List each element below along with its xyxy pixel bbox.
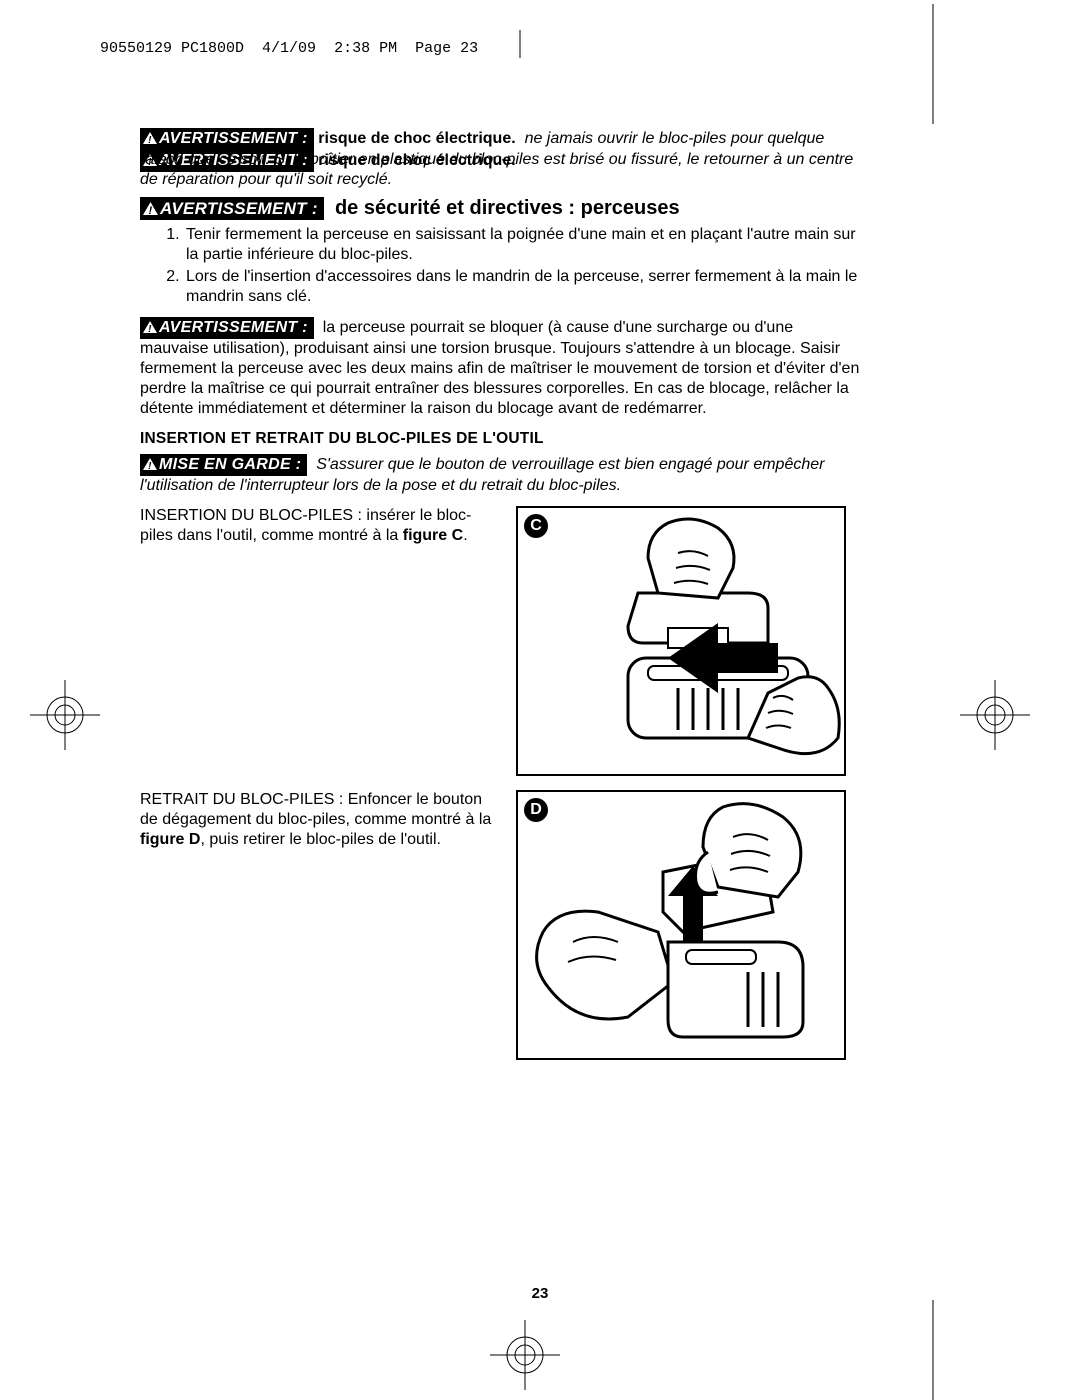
insert-text-b: figure C bbox=[403, 527, 463, 544]
avertissement-label-1: ! AVERTISSEMENT : bbox=[140, 128, 314, 150]
svg-text:!: ! bbox=[148, 135, 152, 144]
remove-text-b: figure D bbox=[140, 831, 200, 848]
avertissement-text: AVERTISSEMENT : bbox=[159, 130, 308, 147]
shock-bold-text: risque de choc électrique. bbox=[318, 130, 515, 147]
registration-mark-bottom bbox=[490, 1320, 560, 1390]
insertion-heading: INSERTION ET RETRAIT DU BLOC-PILES DE L'… bbox=[140, 429, 860, 448]
section-title-row: ! AVERTISSEMENT : de sécurité et directiv… bbox=[140, 196, 860, 221]
mise-en-garde-label: ! MISE EN GARDE : bbox=[140, 454, 307, 476]
list-item: Lors de l'insertion d'accessoires dans l… bbox=[184, 267, 860, 307]
warning-triangle-icon: ! bbox=[143, 321, 157, 333]
warning-triangle-icon: ! bbox=[143, 458, 157, 470]
safety-list: Tenir fermement la perceuse en saisissan… bbox=[140, 225, 860, 307]
figure-d-illustration bbox=[518, 792, 846, 1060]
section-title-text: de sécurité et directives : perceuses bbox=[335, 197, 680, 219]
doc-id: 90550129 PC1800D bbox=[100, 40, 244, 57]
svg-text:!: ! bbox=[148, 324, 152, 333]
figure-c-row: INSERTION DU BLOC-PILES : insérer le blo… bbox=[140, 506, 860, 776]
crop-mark-bottom-right bbox=[913, 1300, 953, 1400]
svg-text:!: ! bbox=[149, 205, 153, 215]
figure-d-row: RETRAIT DU BLOC-PILES : Enfoncer le bout… bbox=[140, 790, 860, 1060]
warning-shock-para: ! AVERTISSEMENT : risque de choc électriq… bbox=[140, 128, 860, 190]
crop-mark-top-right bbox=[913, 4, 953, 124]
insert-text: INSERTION DU BLOC-PILES : insérer le blo… bbox=[140, 506, 500, 776]
insert-text-c: . bbox=[463, 527, 467, 544]
figure-d-box: D bbox=[516, 790, 846, 1060]
avertissement-label-2: ! AVERTISSEMENT : bbox=[140, 197, 324, 220]
doc-page: Page 23 bbox=[415, 40, 478, 57]
avertissement-text: AVERTISSEMENT : bbox=[159, 319, 308, 336]
avertissement-text: AVERTISSEMENT : bbox=[160, 199, 318, 218]
remove-text-a: RETRAIT DU BLOC-PILES : Enfoncer le bout… bbox=[140, 791, 491, 828]
figure-c-illustration bbox=[518, 508, 846, 776]
page-content: !AVERTISSEMENT : risque de choc électriq… bbox=[140, 150, 860, 1060]
registration-mark-left bbox=[30, 680, 100, 750]
registration-mark-right bbox=[960, 680, 1030, 750]
list-item: Tenir fermement la perceuse en saisissan… bbox=[184, 225, 860, 265]
warning-block-para: !AVERTISSEMENT : la perceuse pourrait se… bbox=[140, 317, 860, 419]
caution-para: !MISE EN GARDE : S'assurer que le bouton… bbox=[140, 454, 860, 496]
figure-c-container: C bbox=[516, 506, 846, 776]
doc-time: 2:38 PM bbox=[334, 40, 397, 57]
svg-text:!: ! bbox=[148, 461, 152, 470]
mise-en-garde-text: MISE EN GARDE : bbox=[159, 456, 301, 473]
figure-c-box: C bbox=[516, 506, 846, 776]
warning-triangle-icon: ! bbox=[143, 132, 157, 144]
page-number: 23 bbox=[0, 1285, 1080, 1302]
crop-mark-top-left bbox=[500, 30, 540, 70]
remove-text-c: , puis retirer le bloc-piles de l'outil. bbox=[200, 831, 441, 848]
avertissement-label-3: ! AVERTISSEMENT : bbox=[140, 317, 314, 339]
figure-d-container: D bbox=[516, 790, 846, 1060]
remove-text: RETRAIT DU BLOC-PILES : Enfoncer le bout… bbox=[140, 790, 500, 1060]
warning-triangle-icon: ! bbox=[143, 202, 158, 215]
doc-date: 4/1/09 bbox=[262, 40, 316, 57]
imprint-header: 90550129 PC1800D 4/1/09 2:38 PM Page 23 bbox=[100, 40, 478, 57]
